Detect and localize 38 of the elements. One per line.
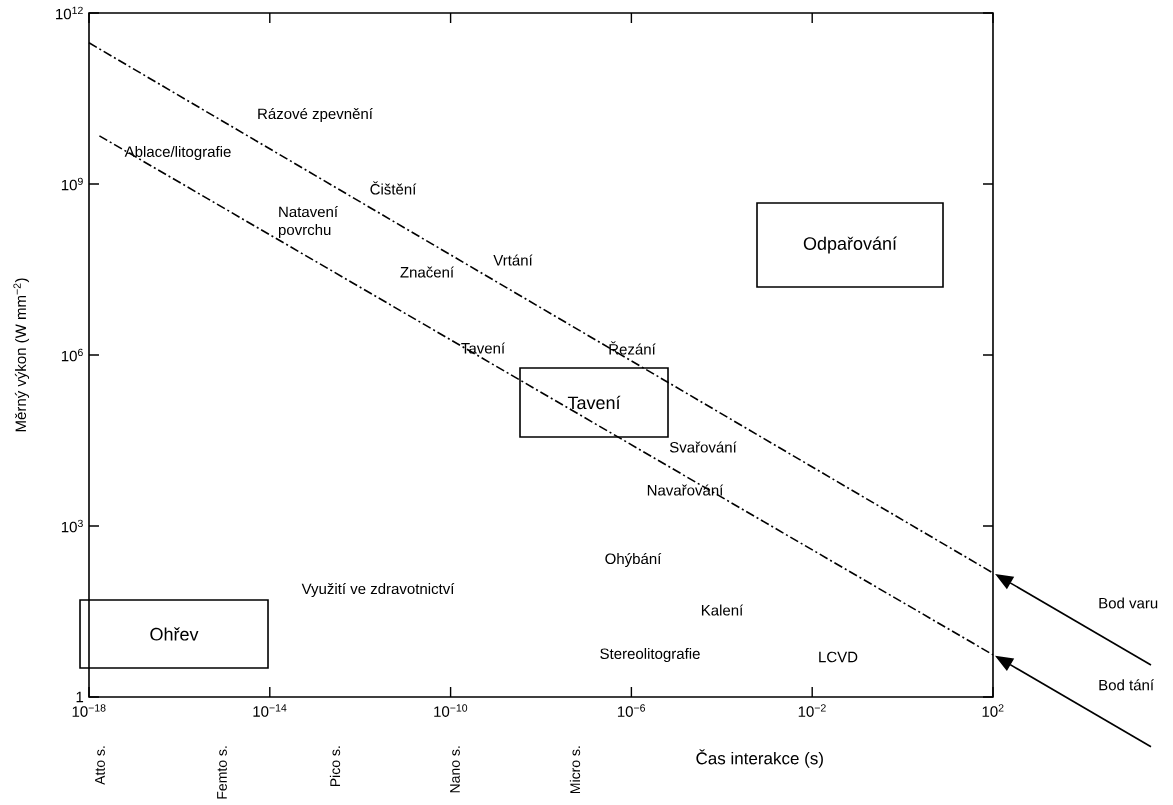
annotation: Využití ve zdravotnictví	[301, 583, 455, 598]
x-tick-label: 10$^{2}$	[982, 704, 1004, 718]
x-tick-label: 10$^{−10}$	[434, 704, 468, 718]
text: Micro s.	[569, 746, 581, 794]
annotation: Značení	[400, 266, 455, 278]
y-tick-label: 10$^{9}$	[61, 177, 83, 191]
annotation: Tavení	[461, 342, 506, 354]
annotation: Stereolitografie	[600, 648, 700, 663]
text: Nano s.	[450, 746, 460, 793]
x-tick-label: 10$^{−6}$	[617, 704, 646, 718]
annotation: Svařování	[669, 441, 737, 453]
annotation: Řezání	[609, 341, 656, 355]
annotation: Tavení	[567, 395, 621, 410]
annotation: Ohřev	[150, 627, 199, 641]
y-tick-label: 1	[76, 692, 84, 703]
x-tick-label: 10$^{−2}$	[798, 704, 826, 718]
annotation: LCVD	[819, 651, 858, 663]
y-tick-label: 10$^{6}$	[61, 348, 83, 362]
annotation: Natavení povrchu	[278, 206, 338, 239]
text: Bod varu	[1099, 597, 1158, 609]
annotation: Vrtání	[493, 254, 533, 266]
x-tick-label: 10$^{−18}$	[72, 704, 106, 718]
y-tick-label: 10$^{3}$	[61, 519, 83, 533]
text: Atto s.	[95, 746, 105, 786]
y-axis-title: Měrný výkon (W mm$^{−2}$)	[13, 278, 30, 432]
annotation: Navařování	[647, 484, 724, 496]
annotation: Rázové zpevnění	[258, 108, 373, 123]
text: Pico s.	[329, 746, 341, 787]
text: Bod tání	[1099, 679, 1154, 691]
annotation: Čištění	[370, 181, 417, 195]
annotation: Ablace/litografie	[124, 146, 231, 161]
x-tick-label: 10$^{−14}$	[253, 704, 287, 717]
text: Femto s.	[217, 746, 227, 799]
x-axis-title: Čas interakce (s)	[696, 749, 823, 768]
annotation: Odpařování	[803, 236, 897, 254]
annotation: Kalení	[701, 604, 744, 616]
annotation: Ohýbání	[605, 553, 662, 568]
y-tick-label: 10$^{12}$	[56, 6, 83, 20]
